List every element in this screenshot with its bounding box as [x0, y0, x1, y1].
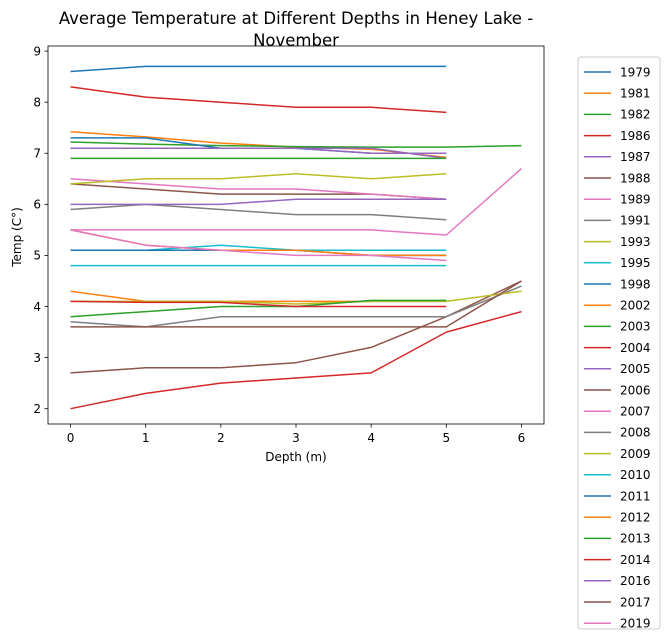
legend-label-1987: 1987	[620, 150, 651, 164]
series-line-2005	[70, 198, 447, 206]
legend-label-2005: 2005	[620, 362, 651, 376]
series-line-1979	[70, 65, 447, 73]
y-tick-label: 4	[33, 300, 41, 314]
series-line-2017	[70, 280, 522, 328]
chart-title: Average Temperature at Different Depths …	[59, 9, 533, 50]
series-line-2014	[70, 300, 447, 308]
legend-label-2016: 2016	[620, 574, 651, 588]
x-tick-label: 1	[142, 431, 150, 445]
axes: 0 1 2 3 4 5 6 2 3 4 5 6 7 8 9	[33, 44, 545, 445]
y-tick-label: 9	[33, 44, 41, 58]
series-line-1995	[70, 244, 447, 252]
legend-label-2004: 2004	[620, 341, 651, 355]
x-axis-label: Depth (m)	[265, 450, 326, 464]
series-line-2007	[70, 168, 522, 236]
legend-label-1982: 1982	[620, 108, 651, 122]
plot-frame	[47, 45, 545, 425]
legend-frame	[577, 56, 661, 630]
y-axis-label: Temp (C°)	[10, 207, 24, 268]
legend-label-2013: 2013	[620, 532, 651, 546]
legend-label-2011: 2011	[620, 489, 651, 503]
series-line-1986	[70, 86, 447, 114]
legend-label-1986: 1986	[620, 129, 651, 143]
legend-label-1988: 1988	[620, 171, 651, 185]
legend-label-2017: 2017	[620, 595, 651, 609]
x-tick-label: 5	[442, 431, 450, 445]
y-tick-label: 7	[33, 147, 41, 161]
legend-label-1998: 1998	[620, 277, 651, 291]
y-tick-label: 2	[33, 402, 41, 416]
y-tick-label: 3	[33, 351, 41, 365]
legend-label-2014: 2014	[620, 553, 651, 567]
series-line-1989	[70, 178, 447, 200]
legend-label-1995: 1995	[620, 256, 651, 270]
y-tick-label: 5	[33, 249, 41, 263]
y-tick-label: 8	[33, 95, 41, 109]
legend-label-1979: 1979	[620, 65, 651, 79]
chart-title-line-1: Average Temperature at Different Depths …	[59, 9, 533, 28]
series-line-2019	[70, 229, 447, 262]
legend-label-1993: 1993	[620, 235, 651, 249]
legend-label-1991: 1991	[620, 214, 651, 228]
x-tick-label: 4	[367, 431, 375, 445]
x-tick-label: 3	[292, 431, 300, 445]
legend-label-1989: 1989	[620, 193, 651, 207]
legend-label-2009: 2009	[620, 447, 651, 461]
legend-label-2006: 2006	[620, 383, 651, 397]
series-line-2016	[70, 147, 447, 155]
series-line-1991	[70, 203, 447, 221]
legend-label-2007: 2007	[620, 405, 651, 419]
series-line-2012	[70, 229, 447, 257]
series-line-2013	[70, 299, 447, 318]
legend-label-2010: 2010	[620, 468, 651, 482]
chart-title-line-2: November	[253, 31, 339, 50]
legend-label-2003: 2003	[620, 320, 651, 334]
legend: 1979 1981 1982 1986 1987 1988 1989 1991 1993 1995…	[577, 56, 661, 631]
legend-label-2002: 2002	[620, 299, 651, 313]
plot-area	[70, 65, 522, 410]
series-line-1982	[70, 141, 522, 148]
series-line-1988	[70, 183, 447, 200]
y-tick-label: 6	[33, 198, 41, 212]
series-line-2004	[70, 310, 522, 410]
x-tick-label: 6	[518, 431, 526, 445]
legend-label-2012: 2012	[620, 511, 651, 525]
legend-label-2008: 2008	[620, 426, 651, 440]
legend-label-2019: 2019	[620, 617, 651, 631]
x-tick-label: 2	[217, 431, 225, 445]
x-tick-label: 0	[67, 431, 75, 445]
series-line-1993	[70, 172, 447, 185]
series-line-2009	[70, 290, 522, 305]
legend-label-1981: 1981	[620, 87, 651, 101]
